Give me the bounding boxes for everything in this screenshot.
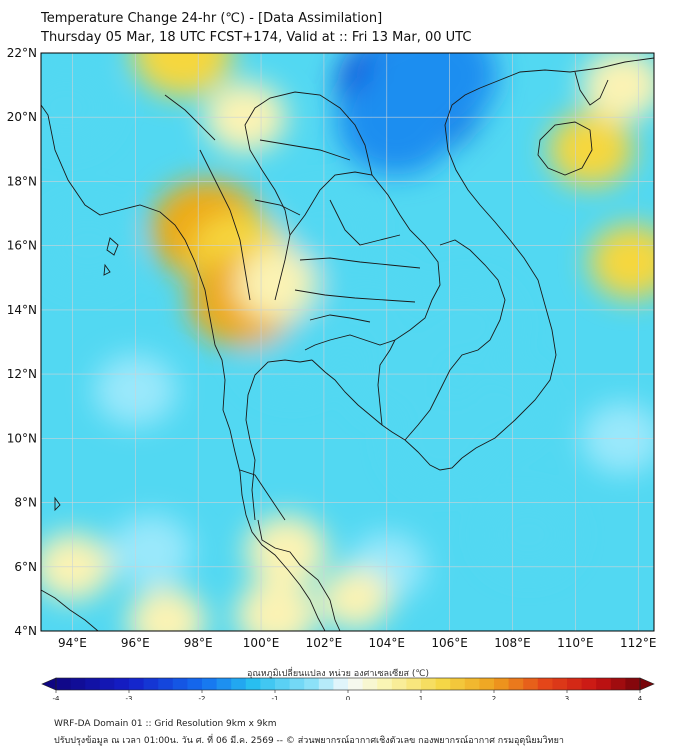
colorbar-swatch [508,678,524,690]
latitude-tick-label: 16°N [7,239,37,253]
colorbar-swatch [464,678,480,690]
colorbar-swatch [333,678,349,690]
colorbar-swatch [435,678,451,690]
colorbar-swatch [494,678,509,690]
temperature-anomaly [235,579,318,631]
map-subtitle: Thursday 05 Mar, 18 UTC FCST+174, Valid … [41,30,472,45]
colorbar-label: อุณหภูมิเปลี่ยนแปลง หน่วย องศาเซลเซียส (… [246,669,430,679]
longitude-tick-label: 108°E [494,636,531,650]
colorbar-swatch [421,678,436,690]
colorbar-swatch [362,678,378,690]
latitude-tick-label: 22°N [7,46,37,60]
latitude-tick-label: 20°N [7,110,37,124]
colorbar-swatch [450,678,466,690]
temperature-anomaly [581,53,654,121]
colorbar-swatch [304,678,320,690]
colorbar-swatch [610,678,626,690]
colorbar-swatch [552,678,568,690]
colorbar: -4 -3 -2 -1 0 1 2 3 4 [41,677,655,700]
colorbar-swatch [143,678,159,690]
longitude-tick-label: 94°E [58,636,87,650]
temperature-anomaly [127,587,206,631]
colorbar-swatch [187,678,203,690]
colorbar-swatch [625,678,641,690]
colorbar-tick-label: 4 [638,695,643,700]
colorbar-swatch [216,678,232,690]
temperature-anomaly [41,68,111,147]
colorbar-swatch [129,678,144,690]
longitude-tick-label: 112°E [620,636,657,650]
colorbar-swatch [406,678,422,690]
latitude-labels: 4°N 6°N 8°N 10°N 12°N 14°N 16°N 18°N 20°N 22°N [7,46,37,638]
temperature-anomaly [483,495,573,574]
longitude-labels: 94°E 96°E 98°E 100°E 102°E 104°E 106°E 108°E 110… [58,636,657,650]
footer-credit: ปรับปรุงข้อมูล ณ เวลา 01:00น. วัน ศ. ที่… [54,736,564,746]
colorbar-swatch [275,678,290,690]
colorbar-tick-label: -2 [199,695,206,700]
colorbar-swatch [479,678,495,690]
latitude-tick-label: 6°N [14,560,37,574]
colorbar-swatch [523,678,539,690]
colorbar-tick-label: 2 [492,695,496,700]
temperature-anomaly [132,53,233,97]
map-title: Temperature Change 24-hr (℃) - [Data Ass… [41,11,383,26]
colorbar-tick-label: 1 [419,695,423,700]
longitude-tick-label: 106°E [431,636,468,650]
colorbar-swatch [318,678,334,690]
longitude-tick-label: 98°E [184,636,213,650]
colorbar-tick-label: -1 [272,695,279,700]
colorbar-swatch [596,678,612,690]
colorbar-swatch [391,678,407,690]
footer-model-info: WRF-DA Domain 01 :: Grid Resolution 9km … [54,719,277,729]
temperature-anomaly [235,248,318,320]
temperature-anomaly [319,568,391,630]
longitude-tick-label: 100°E [243,636,280,650]
colorbar-swatch [202,678,217,690]
longitude-tick-label: 102°E [306,636,343,650]
colorbar-swatch [70,678,86,690]
temperature-anomaly [450,365,544,447]
colorbar-swatch [172,678,188,690]
latitude-tick-label: 10°N [7,431,37,445]
temperature-anomaly [548,112,634,187]
colorbar-swatch [158,678,174,690]
longitude-tick-label: 96°E [121,636,150,650]
colorbar-tick-label: -4 [53,695,61,700]
map-gridlines [41,53,654,631]
colorbar-swatch [245,678,261,690]
longitude-tick-label: 110°E [557,636,594,650]
map-plot-area [40,52,655,632]
longitude-tick-label: 104°E [369,636,406,650]
colorbar-swatch [85,678,101,690]
colorbar-swatch [231,678,247,690]
latitude-tick-label: 12°N [7,367,37,381]
temperature-field [41,53,654,631]
colorbar-swatch [377,678,393,690]
colorbar-swatch [260,678,276,690]
colorbar-swatch [567,678,582,690]
colorbar-swatch [99,678,115,690]
latitude-tick-label: 4°N [14,624,37,638]
forecast-map: 4°N 6°N 8°N 10°N 12°N 14°N 16°N 18°N 20°N 22°N 94… [7,46,657,700]
colorbar-swatch [114,678,130,690]
temperature-anomaly [336,72,456,176]
colorbar-swatch [348,678,363,690]
colorbar-swatch [537,678,553,690]
coastlines-borders [41,57,654,631]
colorbar-tick-label: 0 [346,695,350,700]
map-frame [40,52,655,632]
temperature-anomaly [110,515,192,587]
colorbar-swatch [56,678,71,690]
colorbar-swatch [581,678,597,690]
colorbar-tick-label: -3 [126,695,133,700]
temperature-anomaly [589,224,654,299]
colorbar-swatch [289,678,305,690]
latitude-tick-label: 8°N [14,496,37,510]
colorbar-tick-label: 3 [565,695,569,700]
latitude-tick-label: 14°N [7,303,37,317]
latitude-tick-label: 18°N [7,174,37,188]
temperature-anomaly [417,283,514,368]
